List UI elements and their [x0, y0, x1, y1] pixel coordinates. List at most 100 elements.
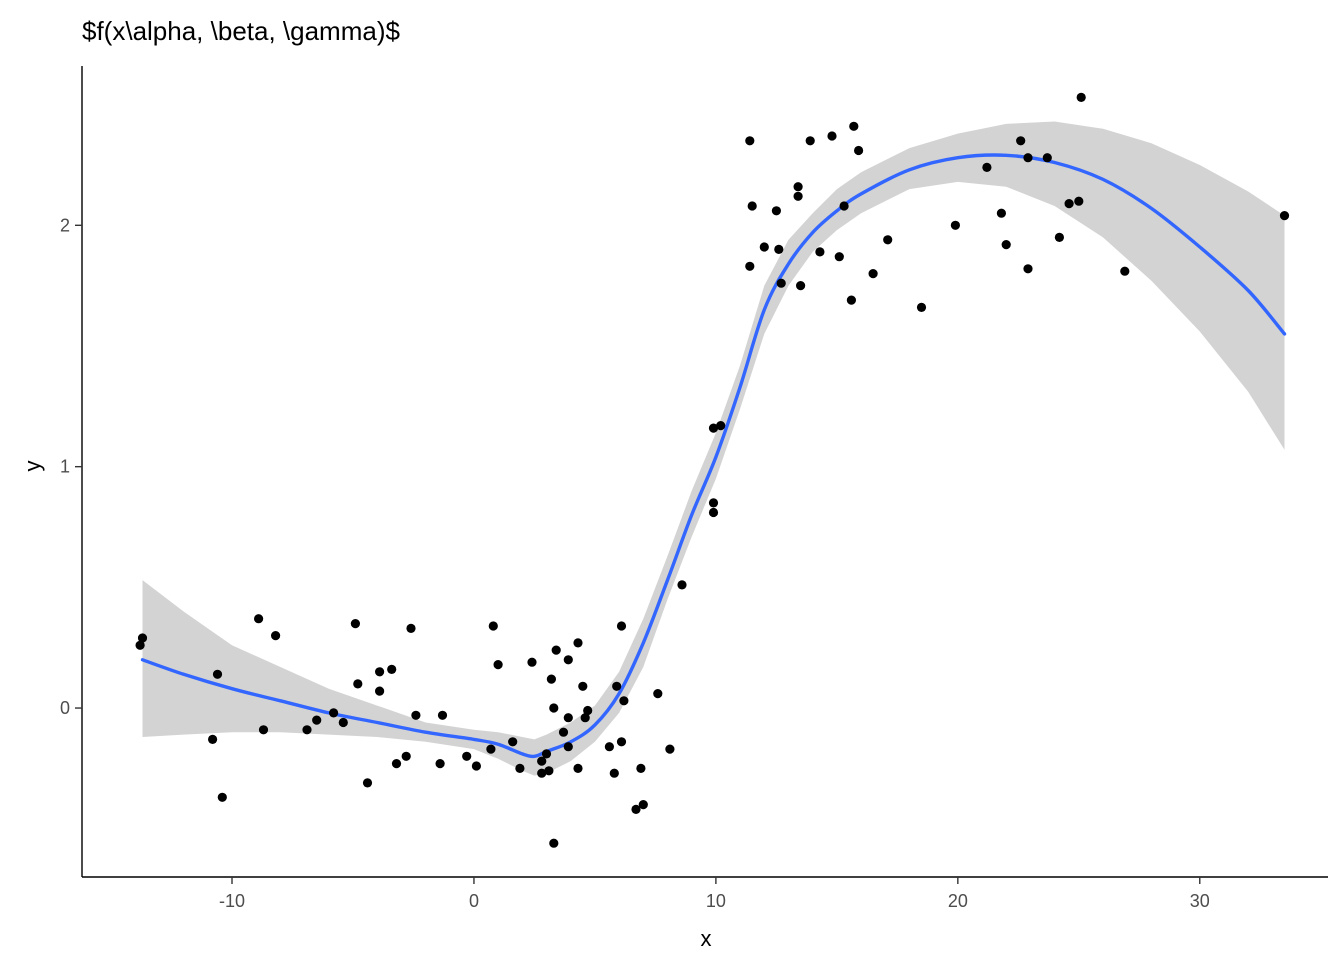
- data-point: [362, 778, 373, 788]
- data-point: [665, 744, 675, 754]
- data-point: [329, 708, 339, 718]
- data-point: [549, 838, 559, 848]
- x-tick-label: 30: [1190, 891, 1210, 911]
- data-point: [849, 121, 859, 131]
- confidence-band-layer: [142, 121, 1285, 776]
- data-point: [916, 302, 927, 312]
- data-point: [137, 633, 148, 643]
- data-point: [883, 235, 893, 245]
- data-point: [302, 725, 312, 735]
- data-point: [563, 655, 573, 665]
- data-point: [759, 242, 769, 252]
- data-point: [217, 792, 227, 802]
- data-point: [815, 247, 825, 257]
- data-point: [549, 703, 559, 713]
- data-point: [435, 759, 445, 769]
- y-axis-title: y: [20, 461, 45, 472]
- data-point: [827, 131, 837, 141]
- data-point: [583, 705, 593, 716]
- data-point: [462, 751, 472, 761]
- data-point: [254, 614, 264, 624]
- data-point: [573, 638, 583, 648]
- data-point: [563, 713, 573, 723]
- data-point: [636, 763, 646, 774]
- data-point: [996, 208, 1007, 218]
- data-point: [776, 278, 786, 288]
- data-point: [563, 742, 573, 752]
- confidence-band: [142, 121, 1285, 776]
- data-point: [677, 580, 687, 590]
- data-point: [839, 201, 849, 211]
- data-point: [580, 713, 590, 723]
- data-point: [708, 423, 719, 433]
- data-point: [616, 621, 627, 631]
- data-point: [544, 766, 554, 776]
- x-axis-title: x: [701, 926, 712, 951]
- data-point: [612, 681, 622, 691]
- data-point: [604, 742, 615, 752]
- data-point: [1064, 199, 1074, 209]
- data-point: [312, 715, 322, 725]
- data-point: [1042, 153, 1052, 163]
- data-point: [745, 136, 755, 146]
- data-point: [493, 660, 503, 670]
- data-point: [793, 182, 803, 192]
- data-point: [1074, 196, 1084, 206]
- data-point: [135, 640, 145, 650]
- data-point: [573, 763, 583, 774]
- data-point: [716, 421, 726, 431]
- data-point: [1120, 266, 1130, 276]
- x-tick-label: 10: [706, 891, 726, 911]
- data-point: [527, 657, 537, 667]
- data-point: [834, 252, 844, 262]
- data-point: [406, 623, 416, 634]
- data-point: [338, 717, 348, 728]
- data-point: [350, 619, 360, 629]
- data-point: [387, 664, 397, 675]
- data-point: [638, 800, 648, 810]
- data-point: [401, 751, 411, 761]
- data-point: [212, 669, 223, 679]
- x-tick-label: 0: [469, 891, 479, 911]
- y-axis-ticks: 0 1 2: [60, 215, 82, 718]
- data-point: [745, 261, 755, 271]
- data-point: [631, 804, 641, 815]
- data-point: [805, 136, 815, 146]
- data-point: [982, 162, 992, 172]
- data-point: [208, 734, 218, 745]
- x-axis-ticks: -10 0 10 20 30: [219, 877, 1210, 911]
- data-point: [508, 737, 518, 747]
- data-point: [1076, 92, 1086, 102]
- y-tick-label: 2: [60, 215, 70, 235]
- data-point: [854, 145, 864, 156]
- data-point: [653, 689, 663, 699]
- data-point: [437, 710, 448, 720]
- data-point: [950, 220, 961, 230]
- x-tick-label: 20: [948, 891, 968, 911]
- points-layer: [135, 92, 1290, 848]
- data-point: [771, 206, 782, 216]
- data-point: [411, 710, 421, 720]
- data-point: [271, 631, 281, 641]
- data-point: [551, 645, 561, 655]
- data-point: [488, 621, 498, 631]
- data-point: [793, 191, 803, 201]
- data-point: [868, 269, 878, 279]
- data-point: [558, 727, 569, 737]
- data-point: [619, 696, 629, 706]
- data-point: [796, 281, 806, 291]
- data-point: [616, 737, 627, 747]
- data-point: [471, 761, 481, 771]
- data-point: [578, 681, 588, 691]
- data-point: [774, 244, 784, 254]
- data-point: [541, 749, 552, 759]
- data-point: [1023, 264, 1033, 274]
- y-tick-label: 0: [60, 698, 70, 718]
- data-point: [515, 763, 525, 774]
- data-point: [846, 295, 857, 305]
- data-point: [1016, 136, 1026, 146]
- x-tick-label: -10: [219, 891, 245, 911]
- data-point: [537, 756, 547, 766]
- chart-title: $f(x\alpha, \beta, \gamma)$: [82, 16, 400, 46]
